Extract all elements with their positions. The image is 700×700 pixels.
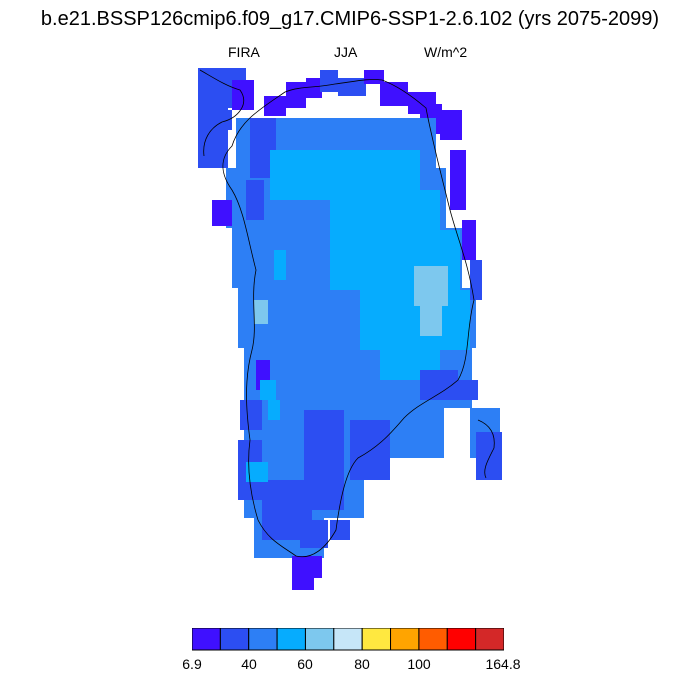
grid-cell — [440, 110, 462, 140]
variable-label: FIRA — [228, 44, 260, 60]
grid-cell — [300, 520, 328, 548]
grid-cell — [330, 520, 350, 540]
coastline-main — [222, 79, 475, 558]
colorbar-swatch — [304, 628, 335, 651]
grid-cell — [274, 250, 286, 280]
colorbar-swatch — [276, 628, 306, 651]
grid-cell — [330, 150, 420, 190]
grid-cell — [270, 150, 330, 200]
grid-cell — [476, 432, 502, 480]
colorbar-swatch — [248, 628, 278, 651]
colorbar-swatch — [418, 628, 448, 651]
coastline-north-island — [199, 69, 245, 157]
colorbar-label: 100 — [407, 656, 431, 672]
colorbar-label: 40 — [241, 656, 257, 672]
colorbar-label: 60 — [297, 656, 313, 672]
grid-cell — [246, 462, 268, 482]
grid-cell — [292, 556, 322, 578]
coastline-east-island — [477, 419, 495, 479]
coastline — [199, 69, 495, 558]
grid-cell — [458, 380, 478, 400]
grid-cell — [254, 300, 268, 324]
colorbar-swatch — [475, 628, 504, 651]
grid-cell — [462, 220, 476, 260]
units-label: W/m^2 — [424, 44, 468, 60]
colorbar-swatch — [361, 628, 392, 651]
colorbar-swatch — [219, 628, 250, 651]
grid-cell — [330, 190, 440, 230]
grid-cell — [470, 260, 482, 300]
grid-cell — [246, 180, 264, 220]
grid-cell — [450, 150, 466, 210]
map-cells — [198, 68, 502, 590]
grid-cell — [350, 420, 390, 480]
colorbar-swatch — [446, 628, 477, 651]
grid-cell — [304, 410, 344, 510]
colorbar-swatch — [390, 628, 420, 651]
grid-cell — [212, 200, 232, 226]
colorbar-label: 164.8 — [485, 656, 521, 672]
grid-cell — [210, 110, 232, 130]
grid-cell — [306, 78, 322, 98]
grid-cell — [268, 400, 280, 420]
grid-cell — [414, 266, 448, 306]
grid-cell — [286, 82, 306, 108]
grid-cell — [320, 70, 338, 92]
grid-cell — [364, 70, 384, 84]
season-label: JJA — [334, 44, 358, 60]
map-title: b.e21.BSSP126cmip6.f09_g17.CMIP6-SSP1-2.… — [40, 8, 660, 30]
grid-cell — [264, 96, 286, 116]
grid-cell — [380, 82, 408, 106]
colorbar-label: 6.9 — [182, 656, 202, 672]
colorbar — [192, 628, 504, 651]
grid-cell — [240, 400, 262, 430]
grid-cell — [420, 306, 442, 336]
grid-cell — [260, 380, 276, 400]
colorbar-label: 80 — [354, 656, 370, 672]
colorbar-swatch — [333, 628, 363, 651]
colorbar-swatch — [192, 628, 221, 651]
grid-cell — [292, 578, 314, 590]
